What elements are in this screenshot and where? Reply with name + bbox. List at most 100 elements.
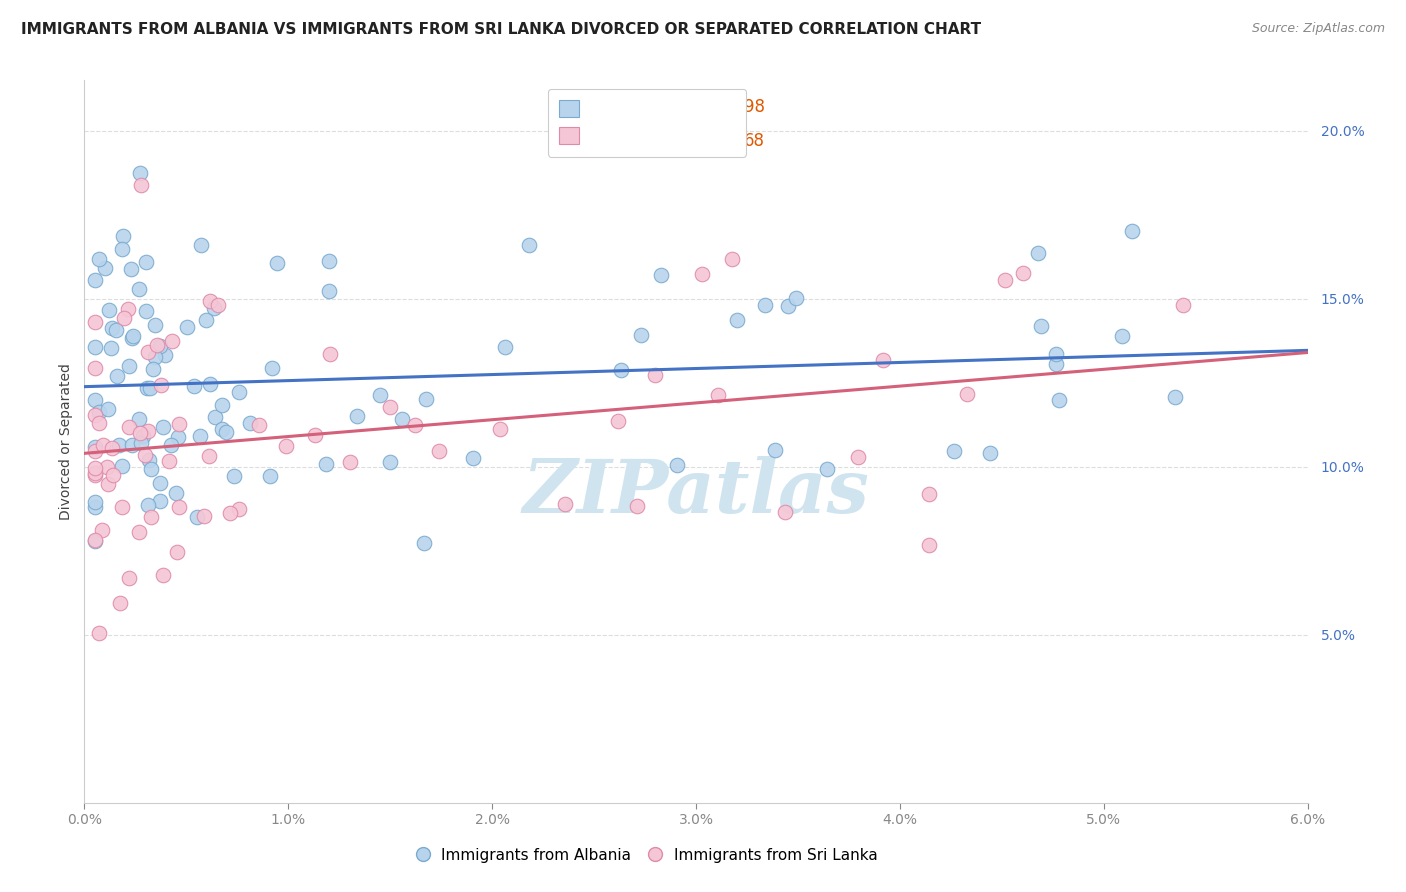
Point	[97, 401, 120, 416]
Point	[100, 341, 122, 355]
Point	[644, 368, 666, 383]
Point	[1012, 267, 1035, 281]
Point	[108, 438, 131, 452]
Point	[315, 457, 337, 471]
Point	[274, 439, 297, 453]
Point	[918, 538, 941, 552]
Text: ZIPatlas: ZIPatlas	[523, 456, 869, 528]
Point	[166, 545, 188, 559]
Point	[763, 442, 786, 457]
Point	[1164, 390, 1187, 404]
Point	[149, 475, 172, 490]
Point	[413, 536, 436, 550]
Point	[111, 500, 134, 514]
Point	[129, 166, 152, 180]
Point	[136, 345, 159, 359]
Text: R =: R =	[592, 131, 628, 150]
Point	[165, 485, 187, 500]
Point	[90, 523, 112, 537]
Point	[725, 312, 748, 326]
Point	[122, 329, 145, 343]
Point	[183, 379, 205, 393]
Point	[222, 468, 245, 483]
Point	[785, 291, 807, 305]
Point	[228, 385, 250, 400]
Point	[96, 459, 118, 474]
Point	[219, 506, 242, 520]
Point	[666, 458, 689, 472]
Point	[815, 462, 838, 476]
Point	[136, 381, 159, 395]
Text: N =: N =	[685, 131, 738, 150]
Text: 0.087: 0.087	[633, 131, 679, 150]
Point	[83, 361, 105, 376]
Point	[404, 418, 426, 433]
Point	[83, 533, 105, 548]
Point	[143, 350, 166, 364]
Point	[105, 323, 128, 337]
Point	[97, 477, 120, 491]
Text: Source: ZipAtlas.com: Source: ZipAtlas.com	[1251, 22, 1385, 36]
Point	[626, 499, 648, 513]
Point	[83, 340, 105, 354]
Point	[259, 469, 281, 483]
Text: IMMIGRANTS FROM ALBANIA VS IMMIGRANTS FROM SRI LANKA DIVORCED OR SEPARATED CORRE: IMMIGRANTS FROM ALBANIA VS IMMIGRANTS FR…	[21, 22, 981, 37]
Point	[956, 386, 979, 401]
Point	[872, 353, 894, 368]
Point	[190, 237, 212, 252]
Point	[157, 453, 180, 467]
Point	[149, 339, 172, 353]
Point	[690, 267, 713, 281]
Point	[378, 455, 401, 469]
Point	[152, 420, 174, 434]
Point	[83, 408, 105, 422]
Point	[118, 420, 141, 434]
Point	[239, 416, 262, 430]
Point	[368, 388, 391, 402]
Point	[318, 253, 340, 268]
Point	[215, 425, 238, 439]
Point	[176, 319, 198, 334]
Point	[489, 422, 512, 436]
Point	[134, 448, 156, 462]
Point	[204, 409, 226, 424]
Point	[87, 626, 110, 640]
Point	[121, 437, 143, 451]
Point	[193, 508, 215, 523]
Point	[266, 256, 288, 270]
Point	[155, 348, 177, 362]
Point	[650, 268, 672, 282]
Point	[100, 321, 122, 335]
Point	[142, 361, 165, 376]
Point	[200, 377, 222, 392]
Text: R =: R =	[592, 98, 628, 116]
Point	[128, 525, 150, 540]
Point	[630, 328, 652, 343]
Point	[463, 451, 485, 466]
Point	[135, 304, 157, 318]
Text: N =: N =	[685, 98, 738, 116]
Point	[207, 298, 229, 312]
Point	[145, 338, 167, 352]
Point	[415, 392, 437, 406]
Point	[167, 429, 190, 443]
Point	[1045, 357, 1067, 371]
Point	[228, 501, 250, 516]
Point	[83, 468, 105, 483]
Point	[1047, 392, 1070, 407]
Point	[111, 458, 134, 473]
Point	[517, 238, 540, 252]
Point	[129, 436, 152, 450]
Point	[200, 294, 222, 309]
Point	[111, 242, 134, 256]
Y-axis label: Divorced or Separated: Divorced or Separated	[59, 363, 73, 520]
Point	[247, 417, 270, 432]
Point	[135, 255, 157, 269]
Point	[1045, 347, 1067, 361]
Point	[131, 178, 153, 193]
Point	[943, 444, 966, 458]
Point	[160, 334, 183, 348]
Point	[83, 392, 105, 407]
Point	[610, 363, 633, 377]
Point	[108, 596, 131, 610]
